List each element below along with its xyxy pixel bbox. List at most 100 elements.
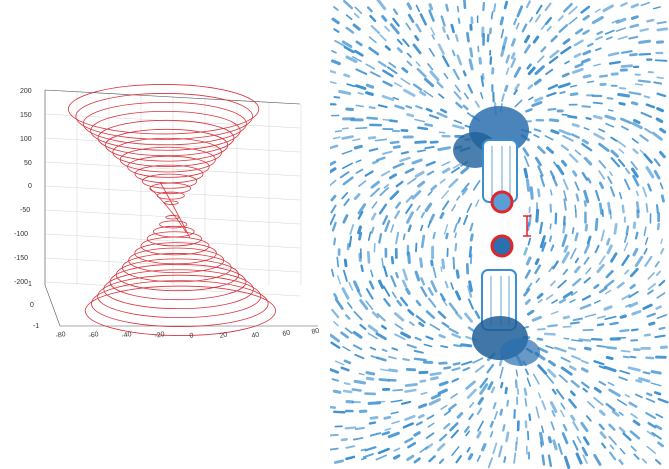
streamline-dash (467, 453, 474, 461)
streamline-dash (627, 366, 641, 372)
streamline-dash (644, 127, 653, 134)
streamline-dash (462, 70, 467, 77)
streamline-dash (583, 127, 590, 131)
streamline-dash (415, 315, 426, 324)
streamline-dash (330, 194, 337, 202)
streamline-dash (420, 391, 428, 395)
streamline-dash (521, 23, 528, 33)
streamline-dash (552, 176, 558, 187)
streamline-dash (551, 388, 557, 395)
streamline-dash (445, 3, 449, 12)
streamline-dash (608, 423, 616, 431)
streamline-dash (464, 124, 471, 129)
streamline-dash (368, 421, 377, 425)
streamline-dash (618, 101, 626, 106)
streamline-dash (370, 180, 380, 189)
streamline-dash (389, 140, 400, 145)
streamline-dash (629, 23, 640, 29)
streamline-dash (405, 22, 412, 31)
streamline-dash (646, 445, 657, 455)
streamline-dash (574, 257, 580, 264)
streamline-dash (476, 455, 481, 462)
streamline-dash (604, 29, 615, 35)
streamline-dash (460, 343, 473, 348)
streamline-dash (384, 427, 392, 432)
streamline-dash (332, 389, 342, 394)
streamline-dash (578, 338, 592, 342)
streamline-dash (630, 328, 639, 332)
streamline-dash (618, 426, 626, 434)
streamline-dash (368, 36, 377, 44)
streamline-dash (545, 374, 555, 384)
streamline-dash (383, 265, 388, 278)
streamline-dash (533, 78, 542, 86)
streamline-dash (427, 190, 433, 196)
streamline-dash (426, 170, 435, 176)
streamline-dash (547, 84, 559, 90)
streamline-dash (560, 45, 572, 55)
streamline-dash (404, 414, 416, 421)
streamline-dash (440, 15, 446, 27)
streamline-dash (333, 237, 337, 246)
streamline-dash (613, 222, 618, 235)
streamline-dash (451, 446, 460, 457)
streamline-dash (345, 55, 358, 64)
streamline-dash (353, 193, 361, 201)
streamline-dash (604, 289, 612, 295)
streamline-dash (439, 293, 446, 302)
streamline-dash (621, 204, 625, 214)
streamline-dash (585, 116, 592, 121)
streamline-dash (581, 294, 592, 301)
streamline-dash (479, 383, 489, 395)
streamline-dash (376, 313, 386, 322)
streamline-dash (456, 195, 461, 201)
streamline-dash (525, 108, 533, 113)
streamline-dash (357, 203, 367, 215)
streamline-dash (368, 46, 380, 56)
streamline-dash (334, 360, 345, 366)
streamline-dash (569, 84, 578, 88)
streamline-dash (536, 328, 546, 331)
streamline-dash (476, 407, 483, 415)
streamline-dash (526, 221, 531, 232)
streamline-dash (647, 421, 657, 429)
streamline-dash (389, 190, 400, 201)
streamline-dash (536, 337, 544, 341)
streamline-dash (537, 392, 542, 399)
streamline-dash (428, 114, 440, 120)
streamline-dash (355, 104, 364, 108)
streamline-dash (524, 368, 529, 376)
streamline-dash (571, 277, 582, 287)
streamline-dash (345, 455, 356, 461)
streamline-dash (572, 440, 579, 451)
streamline-dash (527, 84, 534, 90)
streamline-dash (415, 421, 423, 426)
streamline-dash (487, 381, 494, 391)
streamline-dash (642, 303, 653, 310)
streamline-dash (548, 118, 560, 123)
streamline-dash (465, 430, 471, 437)
streamline-dash (539, 235, 546, 249)
streamline-dash (400, 331, 411, 339)
streamline-dash (651, 431, 662, 440)
streamline-dash (356, 289, 363, 298)
streamline-dash (438, 333, 446, 339)
streamline-dash (341, 135, 354, 140)
streamline-dash (567, 346, 577, 351)
streamline-dash (415, 23, 422, 33)
streamline-dash (572, 67, 584, 74)
streamline-dash (527, 237, 532, 246)
streamline-dash (582, 29, 590, 35)
streamline-dash (603, 365, 617, 373)
streamline-dash (367, 324, 379, 333)
streamline-dash (598, 160, 607, 169)
streamline-dash (330, 179, 337, 187)
spiral-ring (146, 231, 202, 247)
streamline-dash (352, 138, 361, 142)
streamline-dash (655, 413, 664, 419)
streamline-dash (417, 126, 429, 131)
streamline-dash (500, 28, 505, 39)
streamline-dash (582, 74, 592, 79)
spiral-ring (97, 274, 262, 319)
streamline-dash (635, 379, 643, 384)
